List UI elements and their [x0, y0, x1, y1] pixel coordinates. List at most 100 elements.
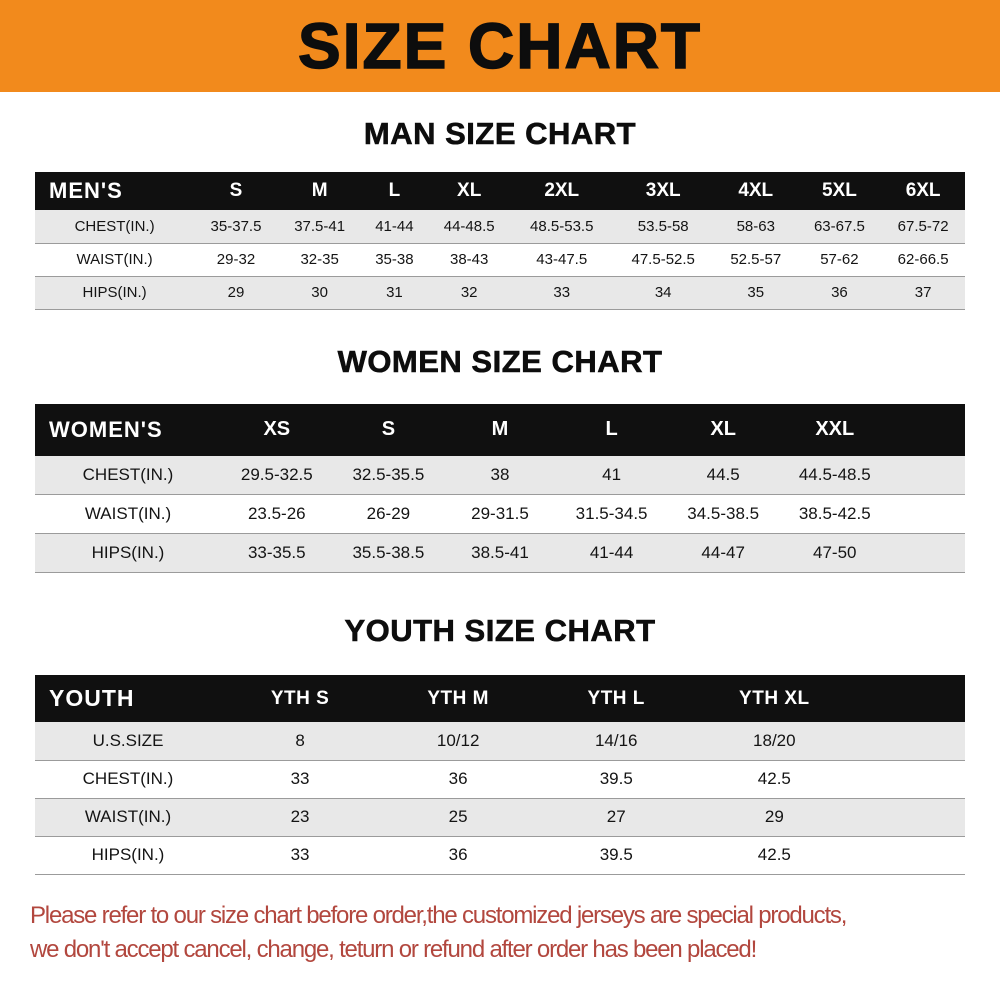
size-column-header: 6XL: [905, 180, 941, 201]
size-column-header: L: [605, 418, 618, 440]
size-column-header: XS: [263, 418, 291, 440]
row-label: HIPS(IN.): [91, 543, 165, 562]
measurement-value: 44.5: [706, 464, 740, 484]
measurement-value: 8: [295, 730, 305, 750]
measurement-value: 42.5: [757, 845, 791, 864]
size-column-header: M: [491, 418, 509, 440]
footer-note-line: we don't accept cancel, change, teturn o…: [30, 936, 757, 964]
measurement-value: 29-31.5: [471, 504, 529, 523]
measurement-value: 36: [448, 769, 468, 788]
size-column-header: S: [229, 180, 243, 201]
measurement-value: 63-67.5: [813, 217, 865, 235]
measurement-value: 35-38: [375, 251, 414, 268]
measurement-row: CHEST(IN.) 35-37.5 37.5-41 41-44 44-48.5 48.5…: [35, 210, 965, 243]
measurement-value: 43-47.5: [536, 251, 588, 268]
measurement-value: 34.5-38.5: [687, 504, 760, 523]
youth-size-table: YOUTH YTH S YTH M YTH L YTH XL U.S.SIZE 8 10/12…: [35, 675, 965, 875]
size-column-header: YTH M: [427, 687, 489, 709]
measurement-value: 23: [290, 807, 310, 826]
measurement-value: 41-44: [375, 217, 414, 235]
youth-size-chart-section: YOUTH YTH S YTH M YTH L YTH XL U.S.SIZE 8 10/12…: [0, 675, 1000, 875]
measurement-row: HIPS(IN.) 33-35.5 35.5-38.5 38.5-41 41-44 44-…: [35, 533, 965, 573]
measurement-value: 26-29: [366, 504, 411, 523]
measurement-value: 29-32: [216, 251, 256, 268]
filler-cell: [891, 495, 965, 534]
measurement-value: 48.5-53.5: [530, 217, 594, 235]
measurement-value: 23.5-26: [247, 504, 306, 523]
measurement-value: 37.5-41: [294, 217, 346, 235]
measurement-value: 31: [386, 284, 403, 301]
size-column-header: XL: [457, 180, 482, 201]
measurement-value: 37: [914, 284, 932, 301]
measurement-value: 62-66.5: [897, 251, 949, 268]
measurement-value: 33: [290, 845, 310, 864]
size-column-header: S: [381, 418, 396, 440]
size-column-header: 3XL: [645, 180, 681, 201]
measurement-row: HIPS(IN.) 29 30 31 32 33 34 35 36 37: [35, 276, 965, 309]
women-size-table: WOMEN'S XS S M L XL XXL CHEST(IN.) 29.5-32.5 32.5…: [35, 403, 965, 574]
row-label: U.S.SIZE: [92, 730, 164, 750]
women-size-chart-section: WOMEN'S XS S M L XL XXL CHEST(IN.) 29.5-32.5 32.5…: [0, 403, 1000, 574]
measurement-value: 35: [747, 284, 765, 301]
measurement-value: 39.5: [599, 769, 633, 788]
measurement-row: CHEST(IN.) 29.5-32.5 32.5-35.5 38 41 44.5 44.5…: [35, 455, 965, 495]
measurement-value: 25: [448, 807, 468, 826]
size-column-header: 2XL: [544, 180, 580, 201]
filler-cell: [891, 456, 965, 495]
measurement-value: 41: [602, 464, 622, 484]
men-size-table: MEN'S S M L XL 2XL 3XL 4XL 5XL 6XL CHEST(IN.) 35-37…: [35, 172, 965, 310]
measurement-value: 36: [831, 284, 848, 301]
table-header-row: MEN'S S M L XL 2XL 3XL 4XL 5XL 6XL: [35, 172, 965, 210]
measurement-value: 30: [311, 284, 328, 301]
measurement-value: 29: [764, 807, 784, 826]
measurement-value: 41-44: [589, 543, 634, 562]
banner: SIZE CHART: [0, 0, 1000, 92]
measurement-value: 32-35: [300, 251, 339, 268]
measurement-value: 47-50: [813, 543, 857, 562]
measurement-value: 33-35.5: [247, 543, 306, 562]
measurement-value: 10/12: [436, 730, 480, 750]
banner-title: SIZE CHART: [297, 10, 702, 82]
measurement-value: 33: [290, 769, 310, 788]
table-header-row: YOUTH YTH S YTH M YTH L YTH XL: [35, 675, 965, 722]
measurement-value: 35.5-38.5: [352, 543, 425, 562]
measurement-value: 47.5-52.5: [631, 251, 695, 268]
size-column-header: 4XL: [738, 180, 774, 201]
footer-note-line: Please refer to our size chart before or…: [30, 901, 847, 929]
measurement-value: 29: [227, 284, 245, 301]
measurement-value: 38: [490, 464, 510, 484]
measurement-row: WAIST(IN.) 23.5-26 26-29 29-31.5 31.5-34.5 34…: [35, 494, 965, 534]
measurement-value: 52.5-57: [730, 251, 782, 268]
youth-size-chart-heading: YOUTH SIZE CHART: [344, 613, 656, 649]
row-label: WAIST(IN.): [76, 251, 153, 268]
filler-cell: [853, 675, 965, 722]
measurement-value: 42.5: [757, 769, 791, 788]
row-label: WAIST(IN.): [84, 504, 172, 523]
row-label: WAIST(IN.): [84, 807, 172, 826]
measurement-row: WAIST(IN.) 23 25 27 29: [35, 798, 965, 836]
measurement-value: 39.5: [599, 845, 633, 864]
measurement-value: 58-63: [736, 217, 775, 235]
measurement-value: 27: [606, 807, 626, 826]
filler-cell: [853, 760, 965, 798]
measurement-row: CHEST(IN.) 33 36 39.5 42.5: [35, 760, 965, 798]
filler-cell: [853, 798, 965, 836]
table-header-row: WOMEN'S XS S M L XL XXL: [35, 403, 965, 456]
measurement-value: 67.5-72: [897, 217, 949, 235]
filler-cell: [853, 836, 965, 874]
measurement-value: 29.5-32.5: [240, 464, 313, 484]
measurement-value: 53.5-58: [637, 217, 689, 235]
measurement-value: 14/16: [594, 730, 638, 750]
measurement-value: 33: [553, 284, 571, 301]
table-corner-label: YOUTH: [49, 685, 135, 711]
size-column-header: YTH L: [587, 687, 645, 709]
size-column-header: YTH S: [270, 687, 330, 709]
man-size-chart-section: MEN'S S M L XL 2XL 3XL 4XL 5XL 6XL CHEST(IN.) 35-37…: [0, 172, 1000, 310]
row-label: CHEST(IN.): [82, 769, 174, 788]
measurement-value: 31.5-34.5: [575, 504, 648, 523]
measurement-value: 38.5-41: [471, 543, 529, 562]
women-size-chart-heading: WOMEN SIZE CHART: [337, 343, 663, 379]
row-label: HIPS(IN.): [82, 284, 147, 301]
size-column-header: YTH XL: [739, 687, 810, 709]
measurement-value: 32: [460, 284, 478, 301]
